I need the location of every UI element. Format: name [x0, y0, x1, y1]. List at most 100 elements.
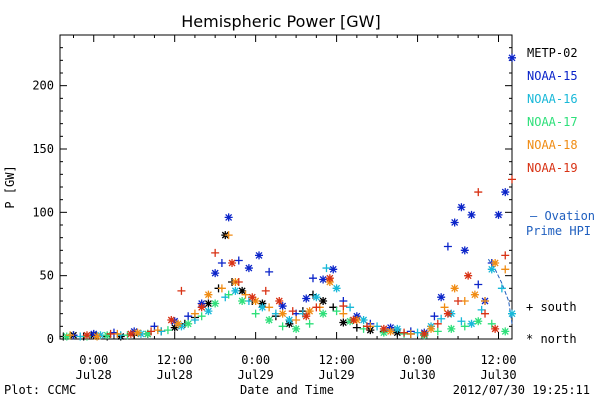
data-point-north	[170, 323, 179, 332]
data-point-north	[244, 264, 253, 273]
data-point-south	[501, 265, 510, 274]
data-point-south	[457, 317, 466, 326]
x-tick-label-date: Jul28	[157, 368, 193, 382]
data-point-north	[82, 331, 91, 340]
legend-entry: NOAA-17	[527, 115, 578, 129]
data-point-north	[265, 316, 274, 324]
data-point-south	[217, 284, 226, 293]
y-tick-label: 150	[32, 142, 54, 156]
x-tick-label-date: Jul28	[76, 368, 112, 382]
series-noaa-19	[82, 175, 516, 340]
data-point-south	[184, 312, 193, 321]
data-point-south	[190, 309, 199, 318]
data-point-north	[450, 284, 459, 293]
data-point-north	[251, 297, 260, 305]
x-tick-label-time: 0:00	[79, 353, 108, 367]
data-point-south	[265, 303, 274, 312]
data-point-north	[467, 319, 476, 328]
data-point-north	[211, 269, 220, 278]
data-point-north	[443, 309, 452, 318]
data-point-south	[474, 280, 483, 289]
data-point-north	[508, 309, 516, 318]
data-point-south	[312, 303, 321, 312]
data-point-south	[150, 322, 159, 331]
data-point-north	[228, 259, 237, 267]
data-point-north	[238, 286, 247, 295]
data-point-south	[177, 286, 186, 295]
data-point-south	[413, 328, 422, 337]
data-point-north	[174, 319, 183, 328]
data-point-north	[325, 274, 334, 283]
data-point-south	[352, 323, 361, 332]
data-point-north	[457, 203, 466, 212]
data-point-north	[96, 331, 105, 340]
data-point-north	[231, 286, 240, 295]
x-tick-label-date: Jul29	[319, 368, 355, 382]
data-point-north	[211, 299, 220, 308]
data-point-south	[211, 248, 220, 257]
data-point-south	[109, 328, 118, 337]
data-point-south	[487, 319, 496, 328]
data-point-south	[508, 175, 516, 184]
data-point-north	[437, 293, 446, 302]
data-point-north	[275, 297, 284, 305]
data-point-north	[285, 316, 294, 324]
data-point-north	[460, 246, 469, 255]
data-point-south	[234, 256, 243, 265]
y-tick-label: 0	[47, 332, 54, 346]
data-point-north	[248, 293, 257, 302]
data-point-north	[393, 324, 402, 333]
y-tick-label: 200	[32, 79, 54, 93]
data-point-north	[255, 251, 264, 260]
data-point-north	[474, 317, 483, 326]
data-point-south	[106, 329, 115, 338]
legend-entry: NOAA-16	[527, 92, 578, 106]
data-point-north	[319, 275, 328, 284]
data-point-north	[359, 316, 368, 324]
x-axis: 0:00Jul2812:00Jul280:00Jul2912:00Jul290:…	[72, 35, 517, 382]
data-point-north	[93, 332, 102, 341]
data-point-south	[241, 290, 250, 299]
data-point-south	[329, 303, 338, 312]
x-tick-label-time: 12:00	[157, 353, 193, 367]
data-point-south	[481, 297, 490, 305]
data-point-south	[440, 303, 449, 312]
data-point-north	[501, 327, 510, 336]
data-point-south	[406, 329, 415, 338]
data-point-north	[349, 316, 358, 324]
data-point-north	[450, 218, 459, 227]
data-point-south	[278, 322, 287, 331]
data-point-north	[204, 290, 213, 299]
data-point-south	[430, 312, 439, 321]
data-point-north	[136, 329, 145, 338]
data-point-south	[234, 278, 243, 286]
legend-entry: METP-02	[527, 46, 578, 60]
data-point-south	[265, 267, 274, 276]
data-point-south	[400, 328, 409, 337]
x-tick-label-date: Jul30	[399, 368, 435, 382]
data-point-north	[292, 324, 301, 333]
chart-title: Hemispheric Power [GW]	[181, 12, 380, 31]
data-point-south	[437, 314, 446, 323]
y-tick-label: 50	[40, 269, 54, 283]
x-tick-label-date: Jul30	[480, 368, 516, 382]
x-tick-label-time: 0:00	[403, 353, 432, 367]
ovation-label-line2: Prime HPI	[526, 224, 591, 238]
data-point-north	[319, 297, 328, 305]
data-point-south	[474, 188, 483, 197]
data-point-north	[204, 299, 213, 308]
data-point-north	[224, 213, 233, 222]
data-point-north	[302, 294, 311, 303]
data-point-south	[501, 251, 510, 260]
data-point-north	[62, 332, 71, 341]
data-point-south	[339, 302, 348, 311]
x-tick-label-time: 0:00	[241, 353, 270, 367]
data-point-south	[76, 332, 85, 341]
data-point-south	[373, 322, 382, 331]
data-point-north	[332, 284, 341, 293]
ovation-label-line1: — Ovation	[530, 209, 595, 223]
series-noaa-15	[69, 53, 516, 340]
data-point-north	[302, 312, 311, 321]
data-point-south	[116, 331, 125, 340]
